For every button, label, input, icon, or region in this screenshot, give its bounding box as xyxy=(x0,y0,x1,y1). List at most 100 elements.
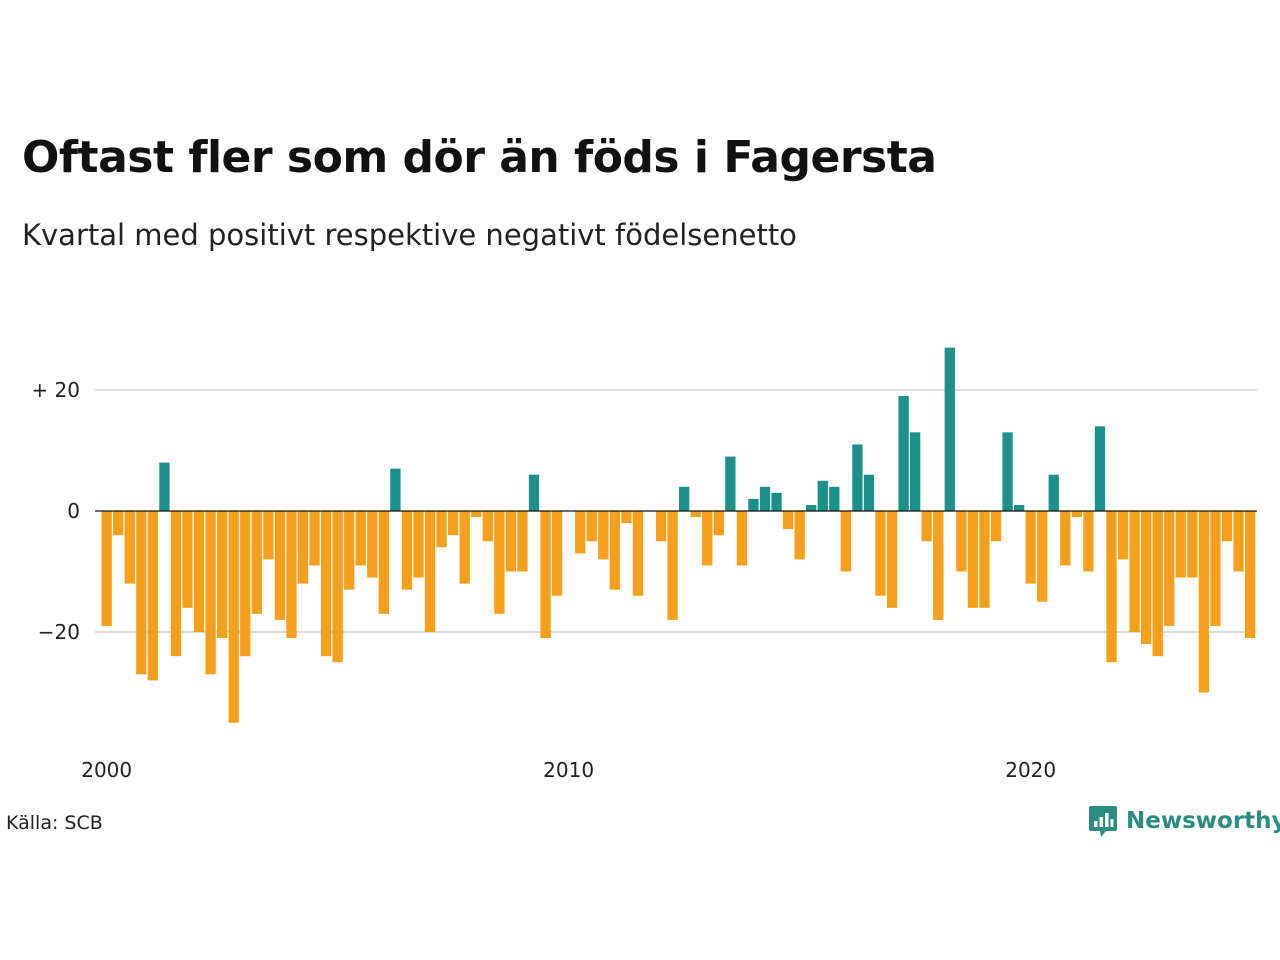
bar-negative xyxy=(551,511,563,596)
bar-negative xyxy=(136,511,147,675)
bar-positive xyxy=(1048,474,1059,511)
bar-negative xyxy=(482,511,493,542)
bar-negative xyxy=(690,511,701,518)
bar-negative xyxy=(1129,511,1140,632)
bar-negative xyxy=(886,511,898,608)
bar-negative xyxy=(494,511,505,614)
bar-negative xyxy=(240,511,251,657)
bar-positive xyxy=(748,498,759,511)
bar-negative xyxy=(990,511,1002,542)
bar-negative xyxy=(170,511,182,657)
bar-negative xyxy=(956,511,967,572)
bar-negative xyxy=(667,511,678,620)
bar-negative xyxy=(1083,511,1094,572)
bar-positive xyxy=(1013,504,1025,511)
bar-negative xyxy=(113,511,124,536)
source-note: Källa: SCB xyxy=(6,812,103,834)
bar-negative xyxy=(297,511,309,584)
chart-title: Oftast fler som dör än föds i Fagersta xyxy=(22,132,937,183)
bars xyxy=(101,347,1256,723)
bar-positive xyxy=(1094,426,1106,511)
bar-negative xyxy=(401,511,413,590)
bar-positive xyxy=(1002,432,1013,511)
bar-negative xyxy=(736,511,748,566)
bar-positive xyxy=(898,396,909,511)
x-axis-labels: 2000 2010 2020 xyxy=(81,758,1056,782)
bar-negative xyxy=(1141,511,1152,645)
bar-negative xyxy=(263,511,274,560)
bar-negative xyxy=(621,511,632,524)
bar-negative xyxy=(1187,511,1198,578)
bar-negative xyxy=(217,511,228,639)
bar-negative xyxy=(344,511,355,590)
bar-negative xyxy=(101,511,112,626)
bar-negative xyxy=(875,511,886,596)
bar-negative xyxy=(632,511,644,596)
y-tick-label: + 20 xyxy=(31,378,80,402)
bar-negative xyxy=(505,511,517,572)
bar-negative xyxy=(1025,511,1036,584)
bar-negative xyxy=(1037,511,1048,602)
bar-negative xyxy=(1210,511,1221,626)
bar-positive xyxy=(528,474,540,511)
bar-positive xyxy=(759,486,771,511)
bar-negative xyxy=(598,511,609,560)
bar-negative xyxy=(1233,511,1244,572)
bar-negative xyxy=(517,511,528,572)
bar-negative xyxy=(1221,511,1233,542)
bar-negative xyxy=(459,511,470,584)
bar-negative xyxy=(413,511,424,578)
bar-negative xyxy=(1175,511,1186,578)
bar-positive xyxy=(771,492,782,511)
x-tick-label: 2020 xyxy=(1005,758,1056,782)
bar-negative xyxy=(193,511,205,632)
y-tick-label: −20 xyxy=(38,620,80,644)
bar-negative xyxy=(124,511,135,584)
bar-negative xyxy=(286,511,297,639)
y-tick-label: 0 xyxy=(67,499,80,523)
bar-negative xyxy=(575,511,586,554)
bar-negative xyxy=(320,511,332,657)
bar-negative xyxy=(713,511,724,536)
bar-negative xyxy=(182,511,193,608)
bar-negative xyxy=(332,511,343,663)
bar-negative xyxy=(274,511,286,620)
bar-positive xyxy=(679,486,690,511)
bar-negative xyxy=(424,511,436,632)
bar-negative xyxy=(1164,511,1175,626)
x-tick-label: 2010 xyxy=(543,758,594,782)
bar-negative xyxy=(702,511,713,566)
bar-negative xyxy=(1117,511,1129,560)
bar-positive xyxy=(390,468,401,511)
bar-negative xyxy=(1152,511,1163,657)
bar-negative xyxy=(147,511,158,681)
bar-negative xyxy=(355,511,366,566)
y-axis-labels: + 20 0 −20 xyxy=(31,378,80,644)
bar-negative xyxy=(967,511,979,608)
bar-negative xyxy=(586,511,597,542)
bar-negative xyxy=(309,511,320,566)
bar-negative xyxy=(367,511,378,578)
chart-subtitle: Kvartal med positivt respektive negativt… xyxy=(22,218,797,252)
bar-negative xyxy=(436,511,447,548)
bar-positive xyxy=(863,474,875,511)
brand-logo: Newsworthy xyxy=(1088,804,1280,838)
bar-positive xyxy=(829,486,840,511)
bar-negative xyxy=(251,511,262,614)
bar-positive xyxy=(725,456,736,511)
bar-negative xyxy=(540,511,551,639)
bar-positive xyxy=(910,432,921,511)
bar-positive xyxy=(806,504,817,511)
bar-positive xyxy=(944,347,955,511)
bar-negative xyxy=(205,511,216,675)
bar-negative xyxy=(228,511,239,723)
bar-negative xyxy=(1060,511,1071,566)
bar-positive xyxy=(852,444,863,511)
newsworthy-logo-icon xyxy=(1089,806,1117,837)
bar-negative xyxy=(471,511,482,518)
x-tick-label: 2000 xyxy=(81,758,132,782)
bar-negative xyxy=(378,511,389,614)
bar-negative xyxy=(1106,511,1117,663)
bar-negative xyxy=(448,511,459,536)
bar-negative xyxy=(933,511,944,620)
